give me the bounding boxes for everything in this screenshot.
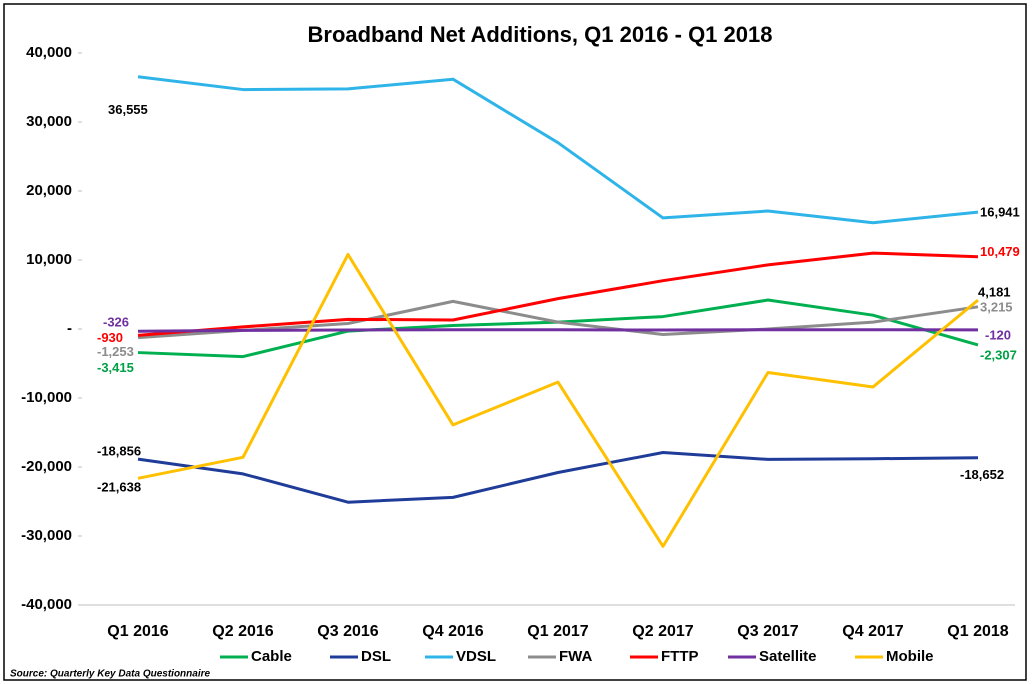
chart-border bbox=[3, 3, 1027, 681]
legend-label: FWA bbox=[559, 648, 592, 665]
x-tick-label: Q3 2017 bbox=[737, 623, 798, 640]
data-label: 10,479 bbox=[980, 244, 1020, 259]
series-line bbox=[137, 252, 979, 548]
data-label: 16,941 bbox=[980, 205, 1020, 220]
y-tick-label: -40,000 bbox=[21, 596, 72, 613]
x-tick-label: Q1 2017 bbox=[527, 623, 588, 640]
y-tick-label: 40,000 bbox=[26, 44, 72, 61]
data-label: -2,307 bbox=[980, 347, 1017, 362]
series-line bbox=[137, 328, 979, 333]
y-tick-label: 30,000 bbox=[26, 113, 72, 130]
x-tick-label: Q2 2016 bbox=[212, 623, 273, 640]
x-tick-label: Q1 2018 bbox=[947, 623, 1008, 640]
data-label: -18,856 bbox=[97, 444, 141, 459]
data-label: -1,253 bbox=[97, 344, 134, 359]
y-tick-label: -30,000 bbox=[21, 527, 72, 544]
data-label: -930 bbox=[97, 330, 123, 345]
x-tick-label: Q2 2017 bbox=[632, 623, 693, 640]
legend-label: FTTP bbox=[661, 648, 699, 665]
y-tick-label: -10,000 bbox=[21, 389, 72, 406]
chart-title: Broadband Net Additions, Q1 2016 - Q1 20… bbox=[308, 22, 773, 47]
series-line bbox=[137, 299, 979, 340]
series-line bbox=[137, 451, 979, 504]
data-label: -21,638 bbox=[97, 480, 141, 495]
source-note: Source: Quarterly Key Data Questionnaire bbox=[10, 669, 211, 680]
data-label: -18,652 bbox=[960, 467, 1004, 482]
x-tick-label: Q1 2016 bbox=[107, 623, 168, 640]
legend-label: Mobile bbox=[886, 648, 934, 665]
y-tick-label: 10,000 bbox=[26, 251, 72, 268]
series-line bbox=[137, 251, 979, 337]
y-tick-label: -20,000 bbox=[21, 458, 72, 475]
legend-label: VDSL bbox=[456, 648, 496, 665]
data-label: -120 bbox=[985, 327, 1011, 342]
x-tick-label: Q3 2016 bbox=[317, 623, 378, 640]
data-label: -326 bbox=[103, 315, 129, 330]
data-label: 4,181 bbox=[978, 285, 1011, 300]
legend-label: Cable bbox=[251, 648, 292, 665]
data-label: -3,415 bbox=[97, 360, 134, 375]
x-tick-label: Q4 2016 bbox=[422, 623, 483, 640]
x-tick-label: Q4 2017 bbox=[842, 623, 903, 640]
y-tick-label: - bbox=[67, 320, 72, 337]
legend-label: Satellite bbox=[759, 648, 817, 665]
data-label: 3,215 bbox=[980, 299, 1013, 314]
legend-label: DSL bbox=[361, 648, 391, 665]
data-label: 36,555 bbox=[108, 102, 148, 117]
series-line bbox=[137, 75, 979, 225]
y-tick-label: 20,000 bbox=[26, 182, 72, 199]
